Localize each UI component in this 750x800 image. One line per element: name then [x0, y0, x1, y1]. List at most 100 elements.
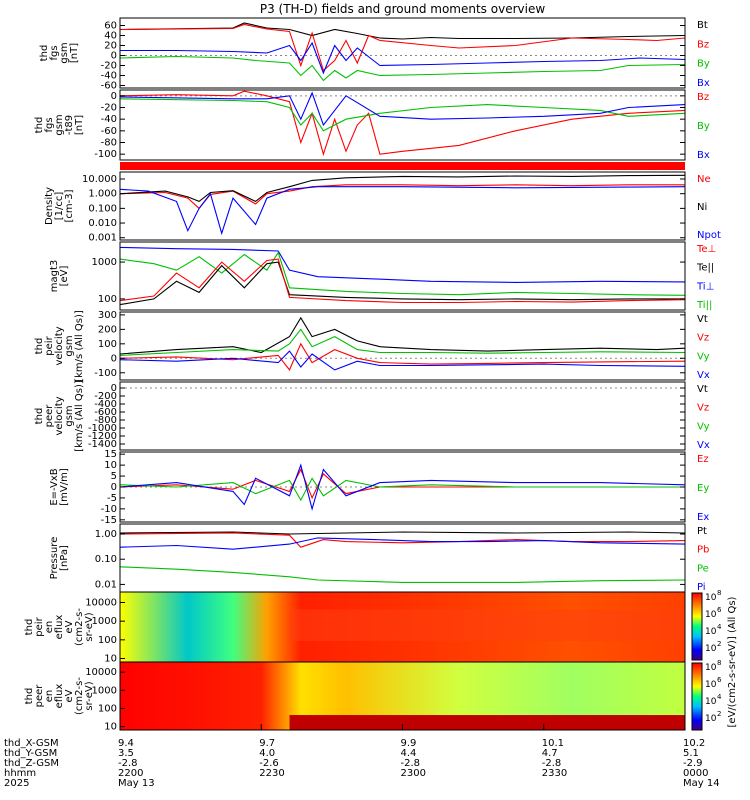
legend-Bt: Bt	[697, 20, 708, 31]
ytick-label: 0.10	[95, 554, 117, 565]
xtick-label: 10.2	[683, 738, 705, 749]
ytick-label: 15	[104, 449, 117, 460]
ytick-label: -100	[94, 149, 117, 160]
ytick-label: -1200	[88, 431, 117, 442]
series-Bx	[120, 41, 686, 75]
colorbar-tick-exp: 6	[717, 606, 722, 614]
xtick-label: 4.4	[401, 748, 417, 759]
legend-Ni: Ni	[697, 202, 707, 213]
ytick-label: -100	[94, 368, 117, 379]
ylabel: [mV/m]	[59, 468, 70, 506]
ytick-label: -5	[107, 493, 117, 504]
xtick-label: -2.6	[259, 758, 279, 769]
legend-Ey: Ey	[697, 483, 709, 494]
xaxis-row-label: thd_Z-GSM	[4, 758, 59, 769]
ytick-label: -1000	[88, 423, 117, 434]
series-Pi	[119, 537, 686, 550]
panel-bg	[120, 312, 685, 380]
colorbar-tick: 10	[705, 680, 717, 690]
legend-Vz: Vz	[697, 403, 709, 414]
legend-Ex: Ex	[697, 512, 709, 523]
ytick-label: -60	[101, 126, 117, 137]
legend-Vx: Vx	[697, 440, 710, 451]
ylabel: Density	[44, 187, 55, 225]
series-Bx	[119, 91, 686, 127]
ylabel: magt3	[49, 260, 60, 293]
legend-Te||: Te||	[696, 263, 714, 274]
legend-Bx: Bx	[697, 78, 710, 89]
legend-Bx: Bx	[697, 150, 710, 161]
colorbar-tick-exp: 8	[717, 589, 721, 597]
xtick-label: -2.8	[118, 758, 138, 769]
series-Vz	[119, 342, 686, 371]
ytick-label: 10000	[85, 667, 117, 678]
legend-Vt: Vt	[697, 314, 708, 325]
ylabel: velocity	[54, 326, 65, 365]
ytick-label: 1.00	[95, 529, 117, 540]
panel-bg	[120, 382, 685, 450]
panel-2: 0-20-40-60-80-100 thd fgs gsm -t89 [nT] Bz By Bx	[34, 89, 710, 161]
legend-Bz: Bz	[697, 92, 709, 103]
ylabel: (cm2-s-	[74, 608, 85, 646]
legend-Bz: Bz	[697, 39, 709, 50]
colorbar-bottom	[691, 662, 703, 731]
ytick-label: 10000	[85, 598, 117, 609]
ytick-label: 0.010	[88, 218, 117, 229]
ylabel: thd	[24, 619, 35, 636]
panel-10: 10000 1000 100 10 thd peer en eflux eV (cm2-s-sr-…	[24, 661, 686, 733]
xaxis-row-label: hhmm	[4, 768, 36, 779]
panel-frame	[119, 89, 686, 161]
legend-Pb: Pb	[697, 545, 709, 556]
series-Ey	[119, 477, 685, 502]
legend-By: By	[697, 121, 710, 132]
ylabel: (cm2-s-	[74, 677, 85, 715]
xtick-label: 5.1	[683, 748, 699, 759]
ylabel: -t89	[64, 115, 75, 135]
ytick-label: -15	[101, 515, 117, 526]
xaxis-row-label: thd_X-GSM	[4, 738, 59, 749]
ytick-label: 1.000	[88, 189, 117, 200]
series-Ti⊥	[119, 246, 686, 283]
panel-3: 10.000 1.000 0.100 0.010 0.001 Density [1/cc][…	[44, 171, 721, 244]
ylabel: eV	[64, 620, 75, 633]
xtick-label: 3.5	[118, 748, 134, 759]
panel-5: 300 200 100 0 -100 thd peir velocity gsm [km/s (A…	[34, 310, 710, 382]
ytick-label: 0	[111, 51, 117, 62]
colorbar-tick: 10	[705, 644, 717, 654]
ylabel: [km/s (All Qs)]	[74, 310, 85, 382]
xaxis-row-label: 2025	[4, 778, 29, 789]
colorbar-tick: 10	[705, 627, 717, 637]
ylabel: peir	[44, 335, 55, 355]
ytick-label: 100	[98, 635, 117, 646]
ytick-label: -80	[101, 138, 117, 149]
series-Ex	[119, 463, 686, 511]
xtick-label: 10.1	[542, 738, 564, 749]
xtick-label: 4.0	[259, 748, 275, 759]
ylabel: peer	[44, 404, 55, 428]
ylabel: eflux	[54, 615, 65, 640]
ylabel: gsm	[64, 405, 75, 426]
ytick-label: -10	[101, 504, 117, 515]
ytick-label: 0	[111, 383, 117, 394]
colorbar-tick-exp: 4	[717, 693, 722, 701]
low-energy-band	[289, 715, 685, 730]
legend-By: By	[697, 59, 710, 70]
xtick-label: 2230	[259, 768, 284, 779]
ytick-label: 1000	[92, 616, 117, 627]
ylabel: velocity	[54, 396, 65, 435]
legend-Te⊥: Te⊥	[696, 244, 716, 255]
legend-Vy: Vy	[697, 421, 710, 432]
series-By	[119, 98, 686, 132]
series-Bz	[119, 90, 686, 157]
colorbar: 10 810 610 410 210 810 610 410 2 [eV/(cm2-s-sr-eV…	[691, 589, 738, 731]
panel-frame	[119, 241, 686, 311]
ylabel: fgs	[49, 45, 60, 60]
panel-bg	[120, 18, 685, 88]
ylabel: gsm	[54, 114, 65, 135]
ytick-label: 100	[98, 339, 117, 350]
ytick-label: 300	[98, 310, 117, 321]
ylabel: eflux	[54, 684, 65, 709]
ytick-label: 10.000	[82, 174, 117, 185]
